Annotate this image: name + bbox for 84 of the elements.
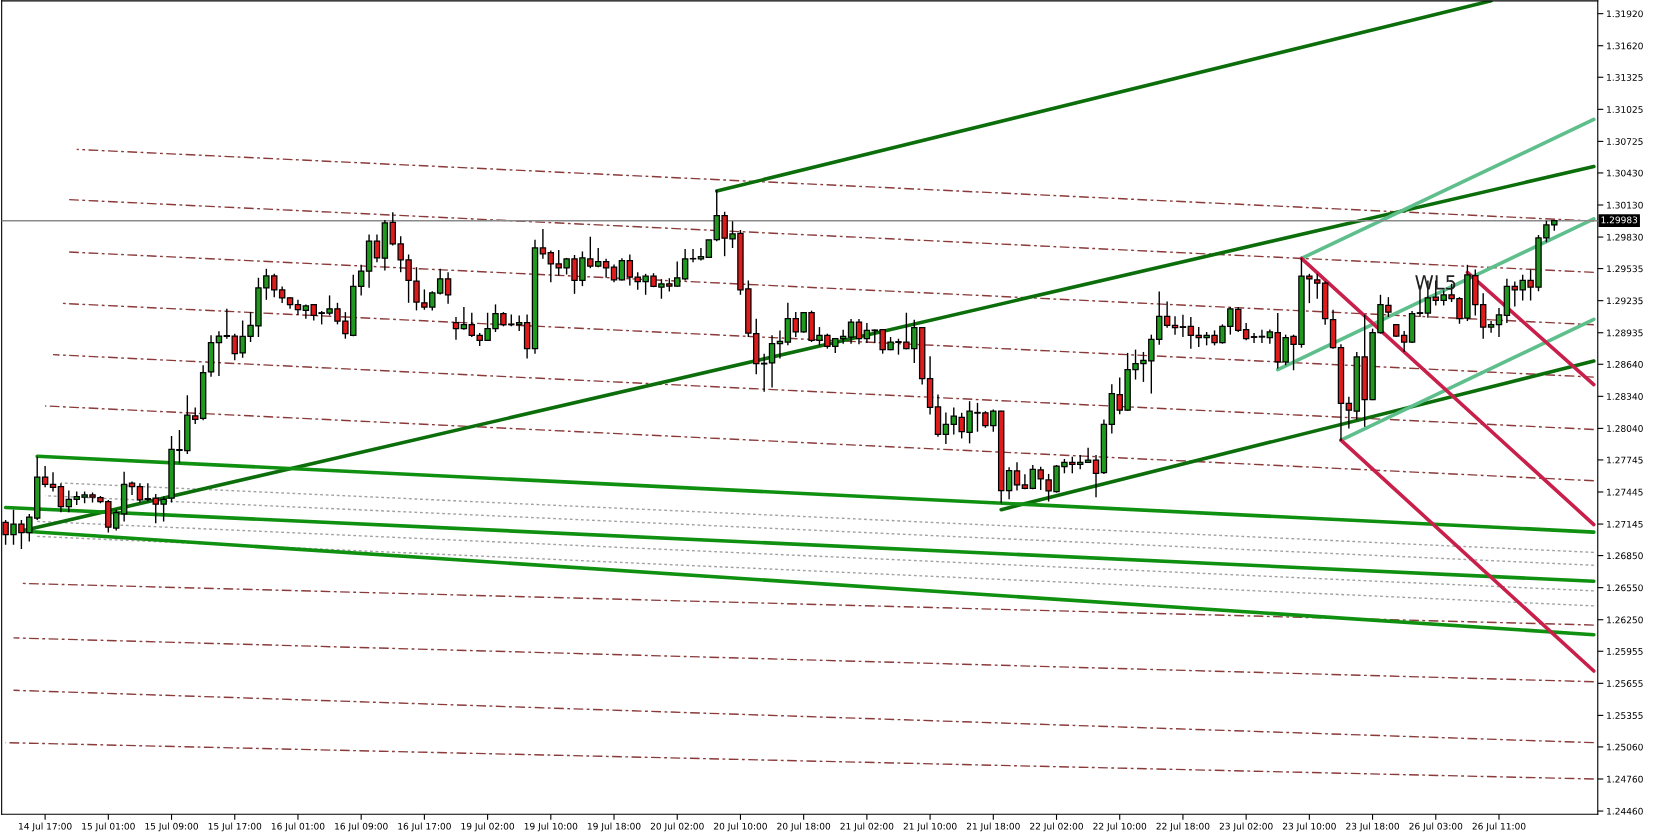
y-tick-label: 1.29830 [1607,233,1643,241]
x-tick-label: 19 Jul 02:00 [461,822,515,832]
y-tick-label: 1.30725 [1607,138,1643,145]
y-tick-label: 1.30430 [1607,169,1643,177]
x-tick-label: 20 Jul 02:00 [650,822,704,832]
candlestick [1092,454,1100,498]
x-tick-label: 14 Jul 17:00 [19,822,72,832]
candlestick [768,334,776,389]
candlestick [373,233,381,263]
candlestick [863,322,871,344]
candlestick [855,318,863,345]
candlestick [1179,314,1187,338]
x-tick-label: 26 Jul 11:00 [1472,822,1526,832]
x-tick-label: 15 Jul 17:00 [208,822,262,832]
candlestick [49,471,57,493]
candlestick [460,306,468,331]
x-tick-label: 16 Jul 17:00 [398,822,451,832]
y-tick-label: 1.25655 [1607,680,1643,687]
ref-line-label: 1.29983 [1601,216,1638,224]
y-tick-label: 1.31920 [1607,10,1643,18]
candlestick [847,318,855,345]
y-tick-label: 1.27145 [1607,520,1643,528]
y-tick-label: 1.29535 [1607,265,1643,273]
x-tick-label: 21 Jul 18:00 [966,822,1020,832]
annotation: WL5 [1415,275,1456,290]
candlestick [1345,396,1353,430]
candlestick [136,482,144,504]
x-tick-label: 20 Jul 10:00 [714,822,767,832]
x-tick-label: 16 Jul 01:00 [271,822,325,832]
y-tick-label: 1.24760 [1607,775,1643,783]
y-tick-label: 1.30130 [1607,201,1643,209]
candlestick [57,482,65,513]
candlestick [452,316,460,341]
x-tick-label: 15 Jul 09:00 [145,822,199,832]
candlestick [1487,320,1495,334]
x-tick-label: 19 Jul 10:00 [524,822,578,832]
x-tick-label: 21 Jul 02:00 [840,822,894,832]
candlestick [697,247,705,262]
candlestick [1021,473,1029,490]
candlestick [302,303,310,320]
y-tick-label: 1.25955 [1607,647,1643,655]
y-tick-label: 1.28935 [1607,329,1643,337]
x-tick-label: 16 Jul 09:00 [335,822,388,832]
candlestick [942,411,950,445]
y-tick-label: 1.27745 [1607,456,1643,464]
y-tick-label: 1.29235 [1607,297,1643,305]
y-tick-label: 1.26550 [1607,584,1643,592]
x-tick-label: 15 Jul 01:00 [82,822,135,832]
candlestick [1250,332,1258,344]
candlestick [1258,329,1266,344]
x-tick-label: 23 Jul 02:00 [1219,822,1273,832]
x-tick-label: 20 Jul 18:00 [777,822,831,832]
candlestick [1495,307,1503,338]
x-tick-label: 19 Jul 18:00 [587,822,641,832]
candlestick [1005,466,1013,500]
x-tick-label: 21 Jul 10:00 [903,822,957,832]
candlestick [1084,447,1092,464]
candlestick [1013,461,1021,492]
x-tick-label: 26 Jul 03:00 [1409,822,1463,832]
candlestick [689,248,697,263]
y-tick-label: 1.27445 [1607,488,1643,496]
candlestick [1163,300,1171,329]
x-tick-label: 23 Jul 18:00 [1346,822,1400,832]
y-tick-label: 1.28040 [1607,425,1643,432]
x-tick-label: 22 Jul 18:00 [1156,822,1210,832]
y-tick-label: 1.25355 [1607,712,1643,719]
candlestick [539,228,547,260]
y-tick-label: 1.28640 [1607,360,1643,368]
y-tick-label: 1.26850 [1607,552,1643,560]
candlestick [41,465,49,488]
y-tick-label: 1.31620 [1607,42,1643,50]
candlestick [681,248,689,282]
x-tick-label: 22 Jul 10:00 [1093,822,1147,832]
y-tick-label: 1.26250 [1607,616,1643,624]
candlestick [215,330,223,377]
y-tick-label: 1.31025 [1607,106,1643,113]
x-tick-label: 22 Jul 02:00 [1030,822,1083,832]
y-tick-label: 1.24460 [1607,807,1643,815]
candlestick [784,302,792,347]
y-tick-label: 1.25060 [1607,743,1643,751]
y-tick-label: 1.28340 [1607,393,1643,400]
y-tick-label: 1.31325 [1607,73,1643,81]
x-tick-label: 23 Jul 10:00 [1282,822,1336,832]
candlestick [444,271,452,305]
